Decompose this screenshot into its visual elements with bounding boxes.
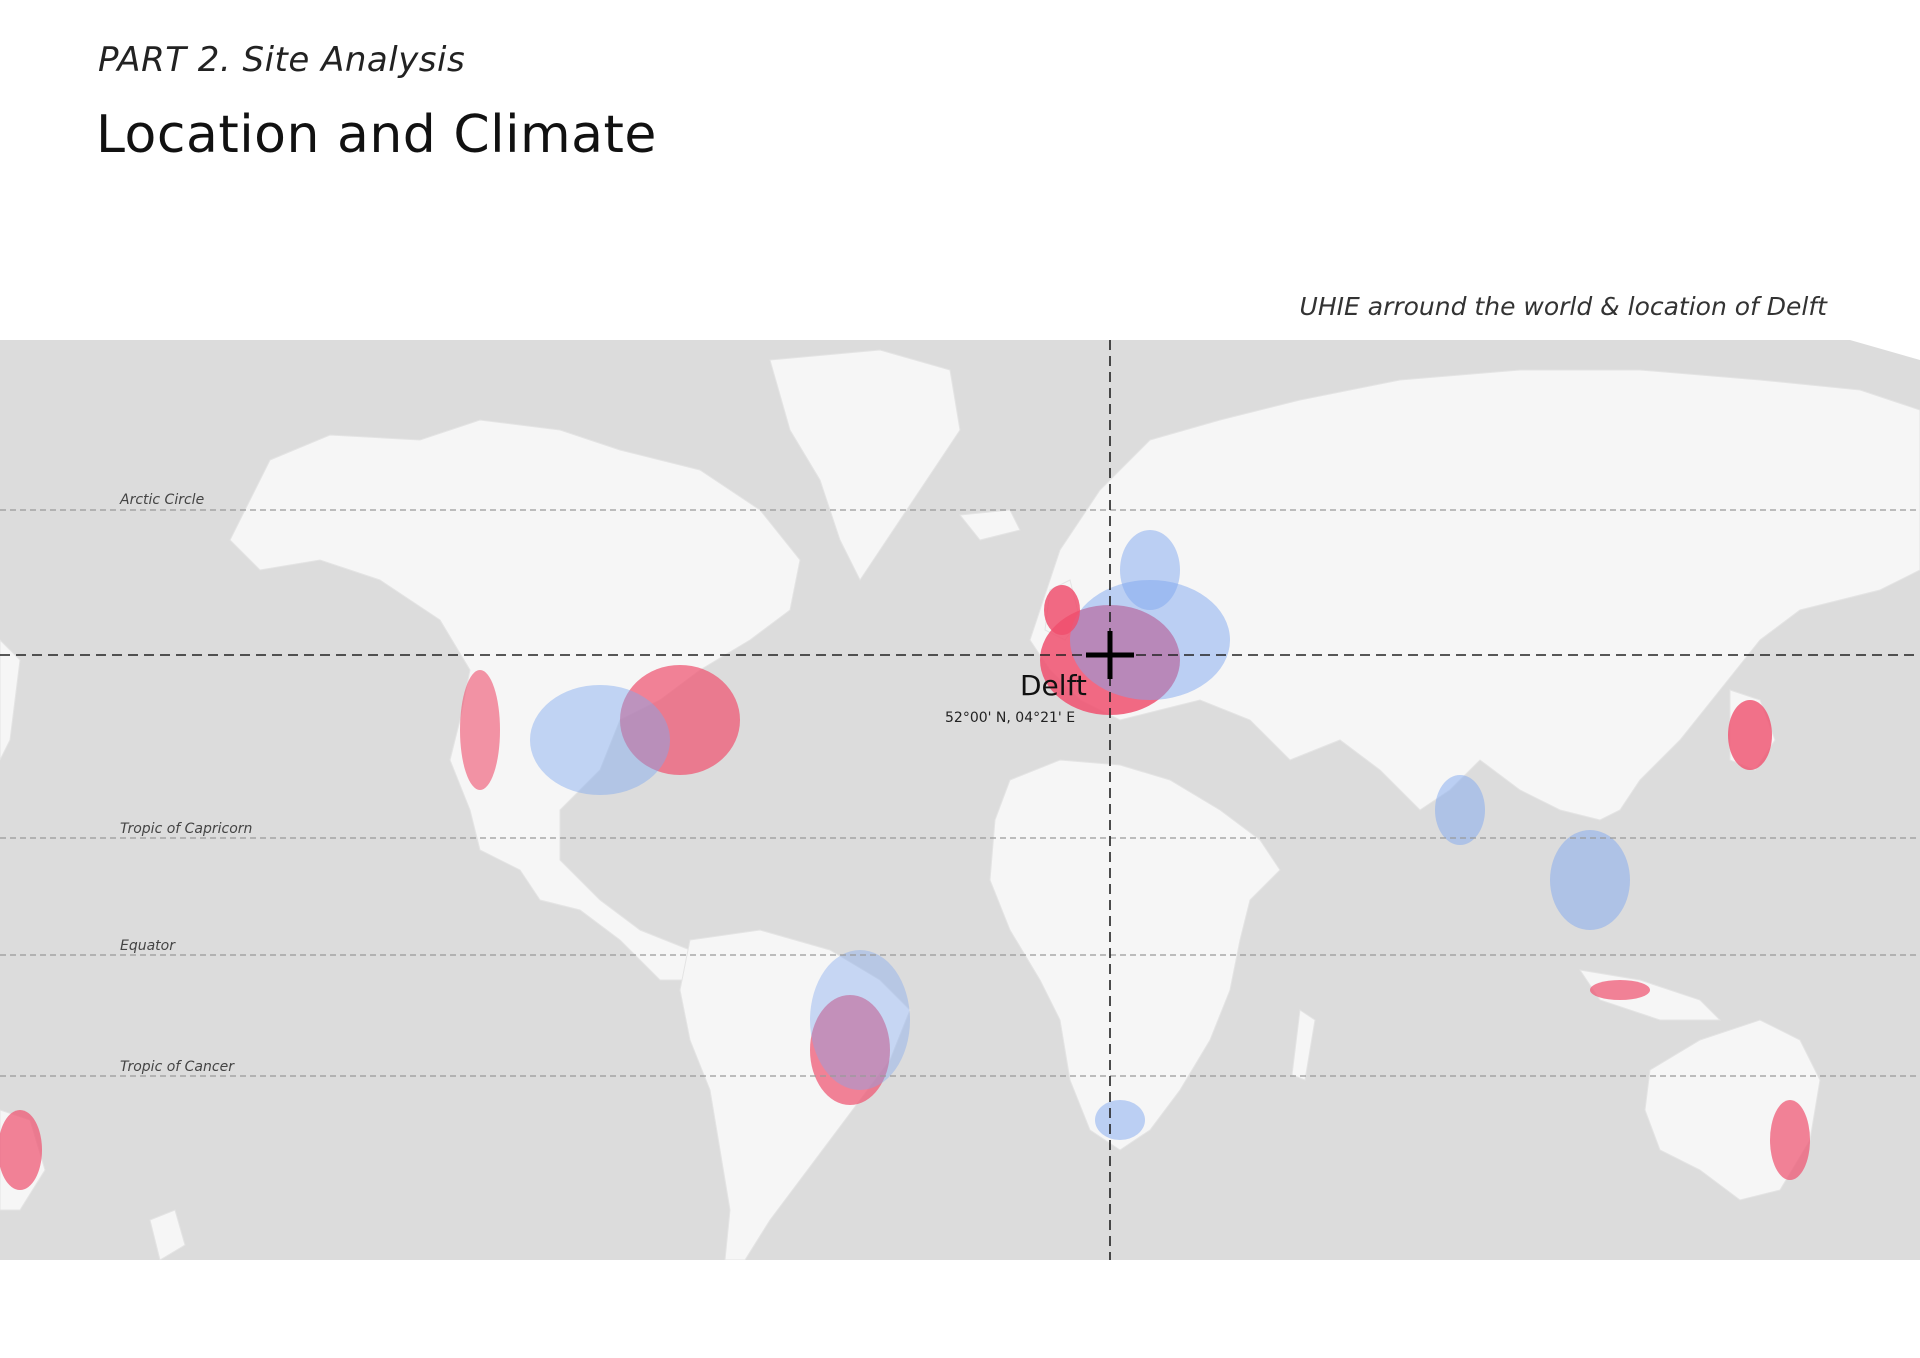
heat-se-asia xyxy=(1550,830,1630,930)
tropic-capricorn-label: Tropic of Capricorn xyxy=(120,821,252,837)
eurasia xyxy=(1029,369,1920,821)
north-america xyxy=(229,419,801,981)
heat-brazil-halo xyxy=(810,950,910,1090)
page-title: Location and Climate xyxy=(96,105,657,165)
iceland xyxy=(959,509,1021,541)
heat-australia-west-wrap xyxy=(0,1110,42,1190)
asia-west-wrap xyxy=(0,639,21,761)
map-caption: UHIE arround the world & location of Del… xyxy=(1299,292,1827,321)
tropic-cancer-label: Tropic of Cancer xyxy=(120,1059,235,1075)
heat-usa-central xyxy=(530,685,670,795)
heat-usa-east xyxy=(620,665,740,775)
heat-scandinavia xyxy=(1120,530,1180,610)
world-map: Arctic Circle Tropic of Capricorn Equato… xyxy=(0,340,1920,1260)
equator-label: Equator xyxy=(120,938,176,954)
delft-label: Delft xyxy=(1020,669,1087,702)
heat-japan xyxy=(1728,700,1772,770)
heat-south-africa xyxy=(1095,1100,1145,1140)
heat-uk xyxy=(1044,585,1080,635)
heat-brazil xyxy=(810,995,890,1105)
heat-usa-west xyxy=(460,670,500,790)
madagascar xyxy=(1291,1009,1316,1081)
graticule xyxy=(0,340,1920,1260)
greenland xyxy=(769,349,961,581)
delft-coordinates: 52°00' N, 04°21' E xyxy=(945,710,1075,726)
heat-india xyxy=(1435,775,1485,845)
delft-marker: Delft 52°00' N, 04°21' E xyxy=(945,631,1134,726)
section-part-title: PART 2. Site Analysis xyxy=(98,40,466,80)
heat-australia-east xyxy=(1770,1100,1810,1180)
world-map-svg: Arctic Circle Tropic of Capricorn Equato… xyxy=(0,340,1920,1260)
arctic-circle-label: Arctic Circle xyxy=(119,492,204,508)
new-zealand xyxy=(149,1209,186,1260)
uhie-heat-patches xyxy=(0,530,1810,1190)
heat-indonesia xyxy=(1590,980,1650,1000)
